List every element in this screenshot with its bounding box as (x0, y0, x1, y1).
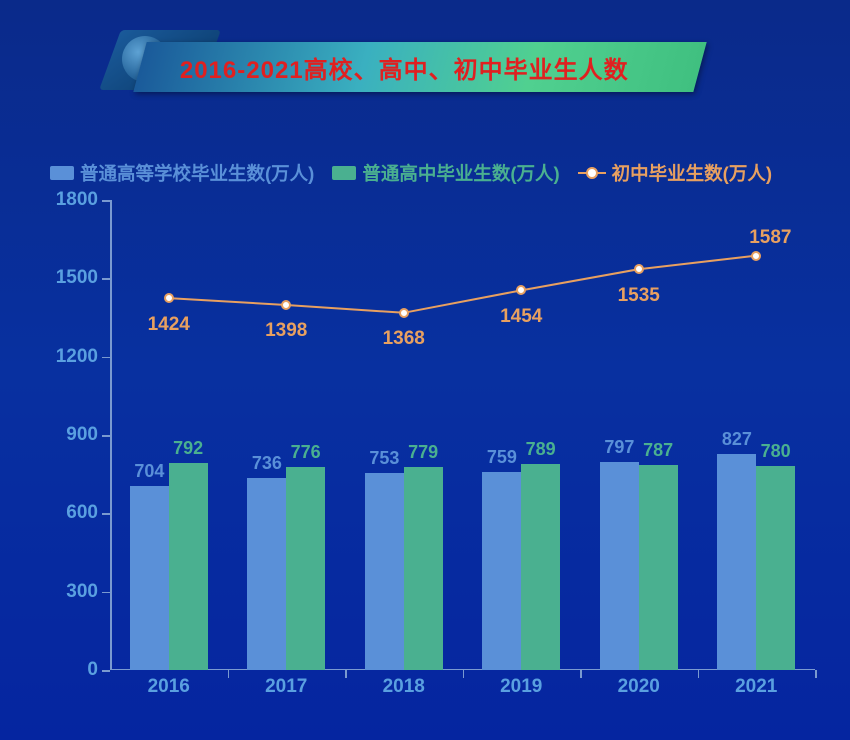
line-value-label: 1535 (618, 285, 660, 307)
y-tick (102, 435, 110, 437)
bar-label: 780 (761, 441, 791, 462)
bar-label: 736 (252, 453, 282, 474)
y-tick-label: 300 (66, 581, 98, 603)
y-tick (102, 592, 110, 594)
chart-title: 2016-2021高校、高中、初中毕业生人数 (140, 50, 629, 85)
x-tick (228, 670, 230, 678)
bar-series1: 753 (365, 473, 404, 670)
swatch-bar-icon (50, 166, 74, 180)
bar-label: 827 (722, 429, 752, 450)
y-tick (102, 278, 110, 280)
line-value-label: 1454 (500, 306, 542, 328)
bar-series2: 776 (286, 467, 325, 670)
line-value-label: 1587 (749, 227, 791, 249)
swatch-bar-icon (332, 166, 356, 180)
legend-label: 初中毕业生数(万人) (612, 160, 772, 186)
x-tick (580, 670, 582, 678)
y-tick (102, 357, 110, 359)
bar-label: 789 (526, 439, 556, 460)
title-banner: 2016-2021高校、高中、初中毕业生人数 (120, 42, 700, 98)
x-tick (698, 670, 700, 678)
bar-series2: 787 (639, 465, 678, 670)
x-tick (463, 670, 465, 678)
y-tick-label: 1200 (56, 346, 98, 368)
bar-label: 776 (291, 442, 321, 463)
bar-label: 792 (173, 438, 203, 459)
bar-series1: 797 (600, 462, 639, 670)
bar-label: 753 (369, 448, 399, 469)
line-marker (281, 300, 291, 310)
line-marker (634, 264, 644, 274)
bar-label: 787 (643, 440, 673, 461)
x-tick-label: 2021 (735, 676, 777, 698)
bar-label: 704 (134, 461, 164, 482)
y-tick-label: 1500 (56, 267, 98, 289)
bar-label: 779 (408, 442, 438, 463)
x-tick-label: 2020 (618, 676, 660, 698)
legend: 普通高等学校毕业生数(万人) 普通高中毕业生数(万人) 初中毕业生数(万人) (50, 160, 830, 186)
x-tick-label: 2019 (500, 676, 542, 698)
bar-label: 759 (487, 447, 517, 468)
legend-item-series1: 普通高等学校毕业生数(万人) (50, 160, 314, 186)
legend-label: 普通高中毕业生数(万人) (362, 160, 559, 186)
y-tick-label: 1800 (56, 189, 98, 211)
bar-series1: 704 (130, 486, 169, 670)
bar-series1: 736 (247, 478, 286, 670)
y-tick-label: 900 (66, 424, 98, 446)
line-marker (399, 308, 409, 318)
y-tick-label: 600 (66, 502, 98, 524)
bar-series2: 779 (404, 467, 443, 670)
x-tick-label: 2017 (265, 676, 307, 698)
line-value-label: 1424 (148, 314, 190, 336)
plot-area: 0300600900120015001800201670479220177367… (110, 200, 815, 670)
x-tick-label: 2018 (383, 676, 425, 698)
bar-series2: 780 (756, 466, 795, 670)
y-tick (102, 200, 110, 202)
y-tick (102, 513, 110, 515)
x-tick-label: 2016 (148, 676, 190, 698)
line-marker (751, 251, 761, 261)
line-value-label: 1398 (265, 320, 307, 342)
x-tick (345, 670, 347, 678)
x-tick (815, 670, 817, 678)
bar-series1: 759 (482, 472, 521, 670)
legend-item-series3: 初中毕业生数(万人) (578, 160, 772, 186)
y-tick-label: 0 (87, 659, 98, 681)
line-series-svg (110, 200, 815, 670)
bar-series2: 792 (169, 463, 208, 670)
line-marker (164, 293, 174, 303)
bar-series1: 827 (717, 454, 756, 670)
bar-label: 797 (604, 437, 634, 458)
line-value-label: 1368 (383, 328, 425, 350)
swatch-line-icon (578, 172, 606, 174)
legend-label: 普通高等学校毕业生数(万人) (80, 160, 314, 186)
line-marker (516, 285, 526, 295)
chart-area: 0300600900120015001800201670479220177367… (50, 200, 820, 700)
bar-series2: 789 (521, 464, 560, 670)
banner-main: 2016-2021高校、高中、初中毕业生人数 (133, 42, 706, 92)
y-tick (102, 670, 110, 672)
legend-item-series2: 普通高中毕业生数(万人) (332, 160, 559, 186)
